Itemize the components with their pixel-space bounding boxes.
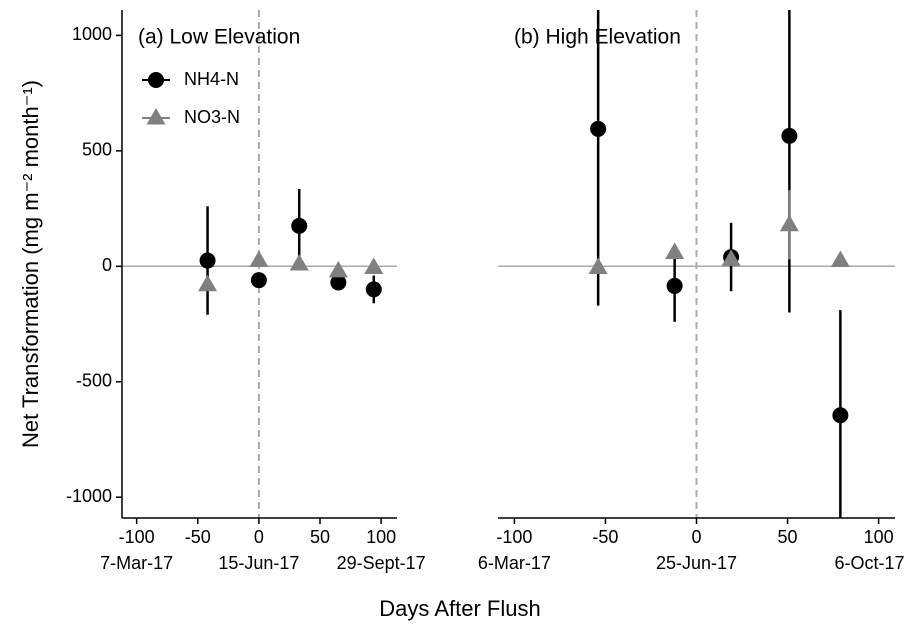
circle-marker <box>250 272 267 289</box>
x-tick-label: 100 <box>366 527 396 547</box>
triangle-marker <box>779 214 799 232</box>
circle-marker <box>590 120 607 137</box>
x-axis-label: Days After Flush <box>379 596 540 621</box>
y-tick-label: -500 <box>76 371 112 391</box>
circle-marker <box>832 407 849 424</box>
x-date-label: 25-Jun-17 <box>656 553 737 573</box>
y-tick-label: 0 <box>102 255 112 275</box>
triangle-marker <box>198 274 218 292</box>
legend-label: NH4-N <box>184 69 239 89</box>
x-tick-label: -100 <box>119 527 155 547</box>
x-tick-label: -50 <box>592 527 618 547</box>
x-tick-label: 100 <box>864 527 894 547</box>
x-date-label: 29-Sept-17 <box>337 553 426 573</box>
panel-title: (a) Low Elevation <box>138 26 300 49</box>
triangle-marker <box>289 254 309 271</box>
x-tick-label: 50 <box>310 527 330 547</box>
triangle-marker <box>588 257 608 274</box>
circle-marker <box>291 217 308 234</box>
legend-label: NO3-N <box>184 107 240 127</box>
circle-marker <box>365 281 382 298</box>
x-tick-label: -50 <box>185 527 211 547</box>
plot-area <box>498 10 895 518</box>
x-tick-label: 0 <box>691 527 701 547</box>
triangle-marker <box>665 242 685 259</box>
legend-marker <box>148 72 164 88</box>
triangle-marker <box>364 257 384 274</box>
y-tick-label: 1000 <box>72 24 112 44</box>
plot-area <box>122 10 397 518</box>
x-date-label: 7-Mar-17 <box>100 553 173 573</box>
triangle-marker <box>249 250 269 268</box>
legend-marker <box>146 108 166 125</box>
x-tick-label: 50 <box>778 527 798 547</box>
panel-title: (b) High Elevation <box>514 26 681 49</box>
x-tick-label: 0 <box>254 527 264 547</box>
circle-marker <box>199 252 216 269</box>
circle-marker <box>666 277 683 294</box>
y-axis-label: Net Transformation (mg m⁻² month⁻¹) <box>18 80 43 448</box>
x-date-label: 6-Oct-17 <box>834 553 904 573</box>
triangle-marker <box>830 250 850 268</box>
y-tick-label: 500 <box>82 140 112 160</box>
x-tick-label: -100 <box>496 527 532 547</box>
circle-marker <box>330 274 347 291</box>
triangle-marker <box>721 249 741 266</box>
x-date-label: 15-Jun-17 <box>218 553 299 573</box>
x-date-label: 6-Mar-17 <box>478 553 551 573</box>
circle-marker <box>781 127 798 144</box>
triangle-marker <box>328 260 348 278</box>
y-tick-label: -1000 <box>66 486 112 506</box>
